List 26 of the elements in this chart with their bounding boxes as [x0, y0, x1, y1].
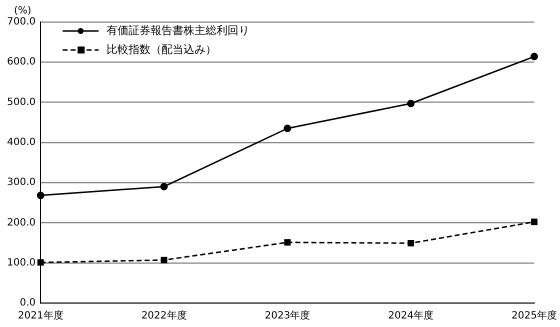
x-tick-label: 2025年度 — [512, 310, 557, 322]
y-tick-label: 600.0 — [6, 56, 36, 68]
y-axis-title: (%) — [14, 6, 32, 17]
y-tick-label: 0.0 — [20, 298, 36, 309]
point — [407, 100, 415, 108]
y-tick-label: 200.0 — [6, 217, 36, 228]
point — [160, 256, 168, 264]
y-tick-label: 300.0 — [6, 177, 36, 188]
x-tick-label: 2021年度 — [18, 310, 64, 322]
legend-label: 有価証券報告書株主総利回り — [106, 24, 250, 37]
y-tick-label: 500.0 — [6, 96, 36, 108]
point — [284, 124, 292, 132]
point — [36, 192, 44, 200]
point — [530, 52, 538, 60]
y-tick-label: 700.0 — [6, 16, 36, 28]
x-tick-label: 2023年度 — [264, 310, 310, 322]
legend-label: 比較指数（配当込み） — [106, 42, 217, 56]
x-tick-label: 2024年度 — [388, 310, 434, 322]
point — [408, 240, 414, 246]
y-tick-label: 100.0 — [6, 257, 36, 268]
point — [531, 218, 538, 226]
point — [284, 239, 291, 246]
point — [37, 259, 44, 266]
y-tick-label: 400.0 — [6, 137, 36, 148]
point — [160, 182, 168, 190]
x-tick-label: 2022年度 — [141, 310, 187, 322]
